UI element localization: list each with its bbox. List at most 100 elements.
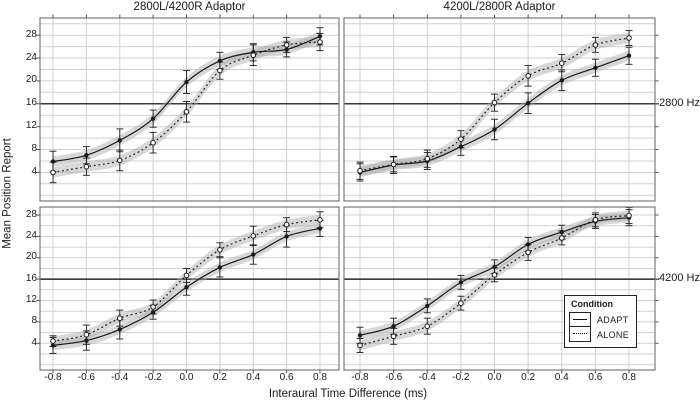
y-tick-label: 4 xyxy=(31,165,37,177)
data-point-alone xyxy=(357,342,363,349)
data-point-adapt xyxy=(284,47,289,52)
x-tick-label: 0.2 xyxy=(212,372,227,383)
data-point-alone xyxy=(117,157,123,164)
data-point-alone xyxy=(217,67,223,74)
data-point-alone xyxy=(390,161,397,168)
data-point-adapt xyxy=(525,101,531,106)
data-point-adapt xyxy=(492,264,497,270)
data-point-alone xyxy=(424,155,431,162)
x-tick-label: 0.8 xyxy=(313,372,327,383)
data-point-adapt xyxy=(217,58,223,64)
data-point-alone xyxy=(626,212,632,219)
panel-border-bottom-right xyxy=(343,206,656,371)
confidence-band-adapt xyxy=(53,31,320,167)
data-point-alone xyxy=(592,42,599,48)
dotted-line-icon xyxy=(573,333,587,334)
panel-border-top-left xyxy=(39,17,340,202)
data-point-alone xyxy=(317,217,323,223)
data-point-alone xyxy=(50,338,56,344)
data-point-adapt xyxy=(559,229,564,235)
y-tick-label: 28 xyxy=(25,28,37,40)
data-point-adapt xyxy=(117,138,123,143)
legend-item-label: ALONE xyxy=(597,329,630,340)
data-point-alone xyxy=(217,247,223,253)
panel-column-title-right: 4200L/2800R Adaptor xyxy=(443,1,556,13)
y-tick-label: 8 xyxy=(31,143,37,155)
x-tick-label: 0.6 xyxy=(279,372,294,383)
y-tick-label: 24 xyxy=(25,229,37,241)
data-point-adapt xyxy=(284,234,289,239)
data-point-alone xyxy=(150,139,156,146)
data-point-adapt xyxy=(425,303,430,309)
data-point-alone xyxy=(390,333,397,340)
data-point-adapt xyxy=(184,285,189,290)
y-tick-label: 28 xyxy=(25,208,37,220)
y-tick-label: 12 xyxy=(25,120,37,132)
data-point-adapt xyxy=(559,78,564,83)
data-point-adapt xyxy=(184,79,189,85)
y-tick-label: 12 xyxy=(25,294,37,306)
data-point-alone xyxy=(525,249,531,256)
alone-dotted-line-sample xyxy=(569,327,591,342)
data-point-adapt xyxy=(50,343,56,348)
data-point-adapt xyxy=(458,144,464,149)
legend-item-adapt: ADAPT xyxy=(569,312,629,327)
x-tick-label: -0.6 xyxy=(77,372,95,383)
data-point-adapt xyxy=(357,333,363,338)
data-point-adapt xyxy=(251,252,256,257)
data-point-adapt xyxy=(84,153,89,158)
row-strip-label-4200hz: 4200 Hz xyxy=(659,272,700,284)
legend: Condition ADAPT ALONE xyxy=(564,295,638,348)
row-strip-label-2800hz: 2800 Hz xyxy=(659,97,700,109)
data-point-alone xyxy=(117,315,123,322)
data-point-alone xyxy=(458,300,464,307)
x-tick-label: 0.6 xyxy=(588,372,603,383)
solid-line-icon xyxy=(573,319,587,320)
panel-column-title-left: 2800L/4200R Adaptor xyxy=(133,1,246,13)
x-tick-label: -0.2 xyxy=(452,372,470,383)
panel-border-bottom-left xyxy=(39,206,340,371)
curve-bottom-right-alone xyxy=(359,215,630,346)
x-tick-label: 0.0 xyxy=(487,372,502,383)
data-point-adapt xyxy=(458,280,464,285)
data-point-adapt xyxy=(593,65,598,71)
data-point-adapt xyxy=(317,226,323,231)
data-point-alone xyxy=(183,272,190,279)
data-point-alone xyxy=(424,323,431,330)
data-point-alone xyxy=(150,304,156,310)
data-point-adapt xyxy=(217,265,223,270)
x-tick-label: -0.4 xyxy=(111,372,129,383)
legend-item-label: ADAPT xyxy=(597,314,629,325)
data-point-adapt xyxy=(525,242,531,247)
data-point-adapt xyxy=(492,127,497,132)
x-tick-label: 0.2 xyxy=(521,372,536,383)
y-tick-label: 20 xyxy=(25,74,37,86)
data-point-adapt xyxy=(150,116,156,121)
data-point-alone xyxy=(250,52,257,59)
data-point-adapt xyxy=(84,338,89,343)
x-tick-label: 0.0 xyxy=(179,372,194,383)
data-point-alone xyxy=(83,331,90,338)
data-point-alone xyxy=(50,169,56,176)
x-tick-label: 0.8 xyxy=(622,372,636,383)
data-point-alone xyxy=(250,233,257,239)
y-tick-label: 24 xyxy=(25,51,37,63)
data-point-alone xyxy=(317,39,323,45)
data-point-adapt xyxy=(150,310,156,315)
x-tick-label: -0.4 xyxy=(418,372,436,383)
data-point-alone xyxy=(559,235,565,241)
confidence-band-alone xyxy=(53,215,320,346)
x-tick-label: 0.4 xyxy=(554,372,569,383)
x-tick-label: -0.8 xyxy=(44,372,62,383)
data-point-alone xyxy=(283,42,290,48)
x-tick-label: -0.8 xyxy=(351,372,369,383)
data-point-alone xyxy=(357,167,363,174)
legend-item-alone: ALONE xyxy=(569,327,629,342)
data-point-adapt xyxy=(626,53,632,58)
data-point-alone xyxy=(183,109,190,115)
y-tick-label: 16 xyxy=(25,272,37,284)
data-point-alone xyxy=(491,99,498,106)
data-point-alone xyxy=(592,217,599,223)
